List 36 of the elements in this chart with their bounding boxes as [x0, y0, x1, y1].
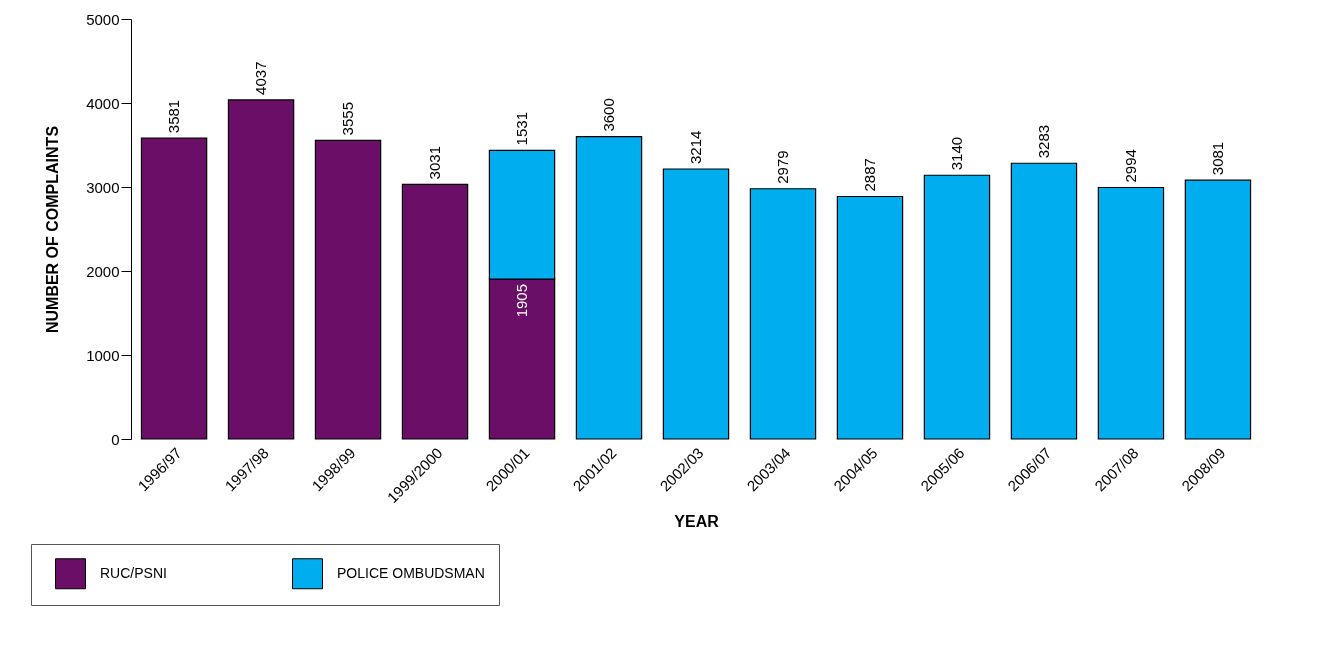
data-label: 4037: [252, 61, 270, 95]
y-axis-title: NUMBER OF COMPLAINTS: [44, 125, 62, 334]
y-tick-label: 0: [111, 430, 120, 448]
bar: [1097, 186, 1165, 440]
bar: [836, 195, 904, 440]
data-label: 3031: [426, 146, 444, 180]
data-label: 2994: [1121, 149, 1139, 183]
data-label: 1905: [513, 283, 531, 318]
x-axis-title: YEAR: [674, 513, 720, 531]
bar: [749, 188, 817, 440]
y-tick-label: 1000: [86, 346, 120, 364]
y-tick-label: 4000: [86, 94, 120, 112]
bar: [314, 139, 382, 440]
bar: [923, 174, 991, 440]
legend-label: POLICE OMBUDSMAN: [337, 564, 485, 581]
legend-label: RUC/PSNI: [100, 564, 167, 581]
data-label: 2887: [860, 158, 878, 192]
data-label: 3214: [687, 130, 704, 165]
bar: [1184, 179, 1252, 440]
data-label: 3600: [600, 98, 618, 132]
bar: [140, 137, 208, 440]
bar: [1010, 162, 1078, 440]
y-tick-label: 3000: [86, 178, 120, 196]
y-tick-label: 5000: [86, 10, 120, 28]
bar: [227, 99, 295, 440]
data-label: 3140: [947, 136, 965, 171]
data-label: 2979: [773, 150, 791, 184]
data-label: 3283: [1034, 124, 1052, 159]
bar: [575, 136, 643, 440]
data-label: 1531: [513, 112, 531, 146]
bar: [662, 168, 730, 440]
bar: [401, 183, 469, 440]
y-tick-label: 2000: [86, 262, 120, 280]
data-label: 3081: [1208, 141, 1226, 176]
data-label: 3555: [339, 102, 357, 136]
data-label: 3581: [165, 99, 183, 134]
